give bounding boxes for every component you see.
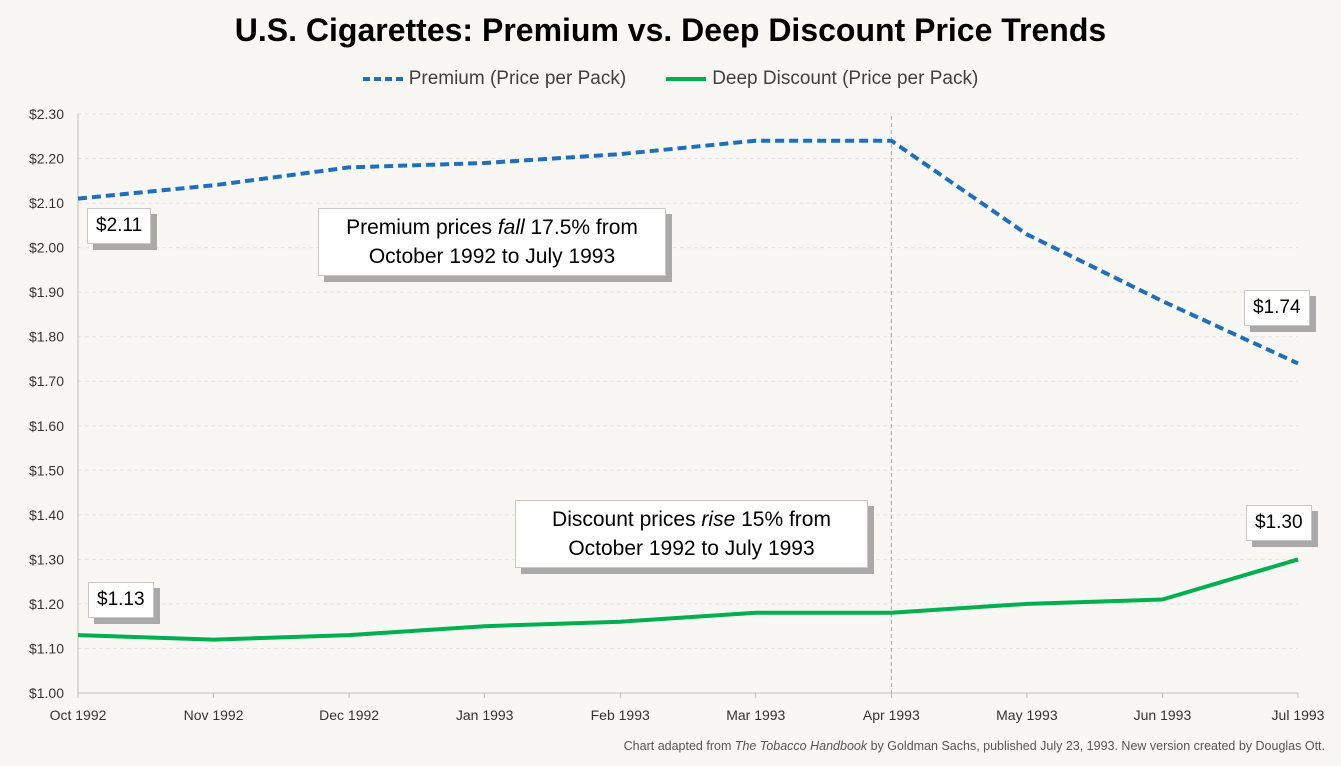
x-tick-label: Mar 1993: [726, 707, 785, 723]
y-tick-label: $2.30: [29, 106, 64, 122]
series-line-discount: [77, 557, 1299, 642]
legend-label-premium: Premium (Price per Pack): [408, 68, 627, 89]
y-tick-label: $2.10: [29, 195, 64, 211]
x-tick-label: Feb 1993: [591, 707, 650, 723]
x-tick-label: Jan 1993: [456, 707, 514, 723]
annotation-discount-rise: Discount prices rise 15% from October 19…: [515, 500, 868, 568]
series-line-premium: [77, 138, 1299, 366]
x-tick-label: Apr 1993: [863, 707, 920, 723]
source-footnote: Chart adapted from The Tobacco Handbook …: [623, 739, 1325, 753]
data-label-discount-end: $1.30: [1246, 505, 1312, 541]
legend: Premium (Price per Pack) Deep Discount (…: [0, 68, 1341, 90]
y-tick-label: $1.70: [29, 373, 64, 389]
legend-item-discount[interactable]: Deep Discount (Price per Pack): [666, 68, 978, 90]
y-tick-label: $1.00: [29, 685, 64, 701]
data-label-premium-end: $1.74: [1244, 290, 1310, 326]
x-tick-label: Dec 1992: [319, 707, 379, 723]
data-label-premium-start: $2.11: [87, 208, 152, 244]
axis-layer: $1.00 $1.10 $1.20 $1.30 $1.40 $1.50 $1.60 $1.70…: [29, 106, 1325, 723]
x-tick-label: Oct 1992: [50, 707, 107, 723]
y-tick-label: $1.60: [29, 418, 64, 434]
annotation-discount-line1: Discount prices rise 15% from: [552, 508, 831, 531]
x-tick-label: Jun 1993: [1134, 707, 1192, 723]
data-label-discount-start: $1.13: [88, 582, 154, 618]
annotation-discount-line2: October 1992 to July 1993: [568, 537, 815, 560]
legend-label-discount: Deep Discount (Price per Pack): [712, 68, 979, 89]
x-tick-label: Nov 1992: [184, 707, 244, 723]
x-tick-label: May 1993: [996, 707, 1058, 723]
annotation-premium-fall: Premium prices fall 17.5% from October 1…: [318, 208, 666, 276]
y-tick-label: $2.20: [29, 151, 64, 167]
series-layer: [77, 138, 1299, 642]
legend-swatch-discount: [666, 77, 707, 81]
y-tick-label: $1.50: [29, 462, 64, 478]
grid-layer: [78, 113, 1298, 693]
legend-item-premium[interactable]: Premium (Price per Pack): [362, 68, 627, 90]
y-tick-label: $1.80: [29, 329, 64, 345]
legend-swatch-premium: [362, 77, 403, 81]
annotation-premium-line1: Premium prices fall 17.5% from: [346, 216, 638, 239]
y-tick-label: $2.00: [29, 240, 64, 256]
x-tick-label: Jul 1993: [1272, 707, 1325, 723]
annotation-premium-line2: October 1992 to July 1993: [368, 245, 616, 268]
y-tick-label: $1.20: [29, 596, 64, 612]
y-tick-label: $1.40: [29, 507, 64, 523]
y-tick-label: $1.30: [29, 551, 64, 567]
y-tick-label: $1.10: [29, 640, 64, 656]
chart-title: U.S. Cigarettes: Premium vs. Deep Discou…: [234, 12, 1107, 48]
y-tick-label: $1.90: [29, 284, 64, 300]
